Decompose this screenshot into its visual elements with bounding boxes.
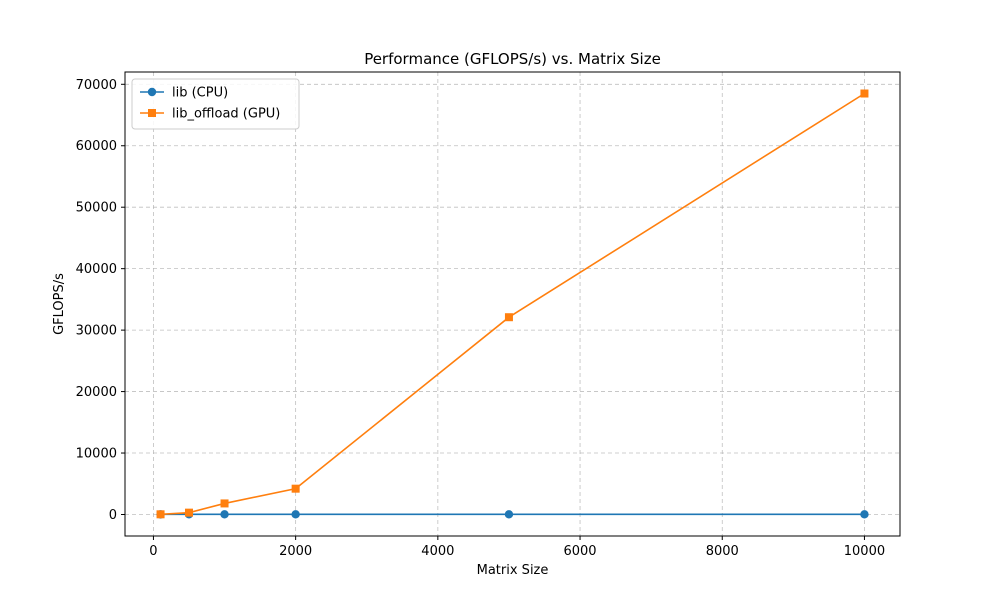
data-point [156, 510, 165, 519]
plot-frame [124, 71, 901, 537]
series-line [160, 92, 865, 516]
y-tick-label: 20000 [76, 385, 117, 400]
data-point [220, 510, 229, 519]
chart-title: Performance (GFLOPS/s) vs. Matrix Size [364, 50, 661, 68]
data-point [220, 499, 229, 508]
x-tick-label: 0 [149, 544, 157, 559]
data-point [184, 508, 193, 517]
legend-marker [147, 87, 157, 97]
data-point [291, 484, 300, 493]
plot-series [156, 89, 869, 519]
y-tick-label: 10000 [76, 447, 117, 462]
y-axis-label: GFLOPS/s [52, 273, 67, 335]
series-0 [156, 510, 869, 519]
grid [125, 72, 900, 536]
y-tick-label: 40000 [76, 262, 117, 277]
legend-entry: lib (CPU) [140, 86, 228, 101]
legend-marker [148, 109, 156, 117]
x-tick-label: 6000 [563, 544, 596, 559]
x-axis-label: Matrix Size [477, 563, 549, 578]
y-tick-label: 0 [109, 508, 117, 523]
legend: lib (CPU) lib_offload (GPU) [131, 78, 300, 130]
y-tick-label: 30000 [76, 324, 117, 339]
y-tick-label: 70000 [76, 78, 117, 93]
legend-label: lib (CPU) [172, 86, 228, 101]
x-tick-label: 10000 [844, 544, 885, 559]
x-tick-label: 4000 [421, 544, 454, 559]
data-point [291, 510, 300, 519]
data-point [504, 313, 513, 322]
y-tick-label: 60000 [76, 139, 117, 154]
data-point [860, 510, 869, 519]
axis-ticks: 0 2000 4000 6000 8000 10000 0 10000 20000 30000 40… [76, 78, 885, 559]
x-tick-label: 2000 [279, 544, 312, 559]
legend-box [131, 78, 300, 130]
x-tick-label: 8000 [706, 544, 739, 559]
legend-label: lib_offload (GPU) [172, 107, 280, 122]
data-point [860, 89, 869, 98]
data-point [504, 510, 514, 519]
series-1 [156, 89, 869, 519]
legend-entry: lib_offload (GPU) [140, 107, 280, 122]
y-tick-label: 50000 [76, 201, 117, 216]
